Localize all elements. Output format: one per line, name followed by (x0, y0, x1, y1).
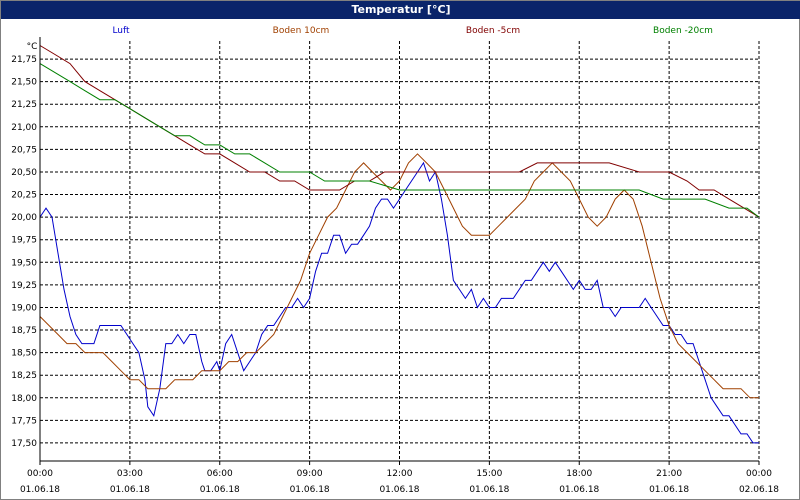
x-tick-label-date: 01.06.18 (290, 485, 330, 495)
series-layer (39, 45, 760, 444)
x-tick-label-date: 01.06.18 (559, 485, 599, 495)
grid-layer (39, 41, 760, 461)
y-tick-label: 18,25 (11, 371, 37, 381)
series-line-boden-20cm (39, 63, 760, 218)
x-tick-label-time: 21:00 (656, 469, 682, 479)
y-tick-label: 19,25 (11, 281, 37, 291)
x-tick-label-date: 02.06.18 (739, 485, 779, 495)
y-tick-label: 19,00 (11, 303, 37, 313)
y-tick-label: 21,00 (11, 123, 37, 133)
legend-entry: Boden -20cm (653, 26, 713, 36)
series-line-luft (39, 161, 759, 444)
x-tick-label-time: 09:00 (297, 469, 323, 479)
x-tick-label-time: 00:00 (27, 469, 53, 479)
x-tick-label-time: 18:00 (566, 469, 592, 479)
y-tick-label: 21,25 (11, 100, 37, 110)
window-title: Temperatur [°C] (351, 3, 451, 16)
y-tick-label: 20,75 (11, 145, 37, 155)
x-tick-label-date: 01.06.18 (469, 485, 509, 495)
y-tick-label: 21,50 (11, 78, 37, 88)
legend-entry: Boden -5cm (466, 26, 520, 36)
x-tick-label-date: 01.06.18 (110, 485, 150, 495)
y-tick-label: 21,75 (11, 55, 37, 65)
y-tick-label: 18,00 (11, 394, 37, 404)
y-tick-label: 20,50 (11, 168, 37, 178)
y-tick-label: 20,25 (11, 191, 37, 201)
legend-entry: Boden 10cm (273, 26, 330, 36)
y-tick-label: 18,75 (11, 326, 37, 336)
x-tick-label-date: 01.06.18 (200, 485, 240, 495)
legend-entry: Luft (112, 26, 130, 36)
y-tick-label: 19,75 (11, 236, 37, 246)
x-tick-label-time: 00:00 (746, 469, 772, 479)
y-tick-label: 20,00 (11, 213, 37, 223)
x-tick-label-time: 03:00 (117, 469, 143, 479)
x-tick-label-date: 01.06.18 (379, 485, 419, 495)
legend: Luft Boden 10cm Boden -5cm Boden -20cm (112, 26, 713, 36)
x-tick-label-time: 15:00 (476, 469, 502, 479)
series-line-boden-10cm (39, 153, 759, 399)
x-tick-label-time: 06:00 (207, 469, 233, 479)
x-tick-label-time: 12:00 (387, 469, 413, 479)
y-tick-label: 17,75 (11, 416, 37, 426)
title-bar: Temperatur [°C] (1, 1, 800, 19)
y-tick-label: 18,50 (11, 349, 37, 359)
x-tick-label-date: 01.06.18 (20, 485, 60, 495)
x-tick-label-date: 01.06.18 (649, 485, 689, 495)
axes-layer: 17,50 17,75 18,00 18,25 18,50 18,75 19,00 19,25… (11, 37, 779, 495)
y-axis-unit: °C (27, 42, 38, 52)
y-tick-label: 19,50 (11, 258, 37, 268)
y-tick-label: 17,50 (11, 439, 37, 449)
